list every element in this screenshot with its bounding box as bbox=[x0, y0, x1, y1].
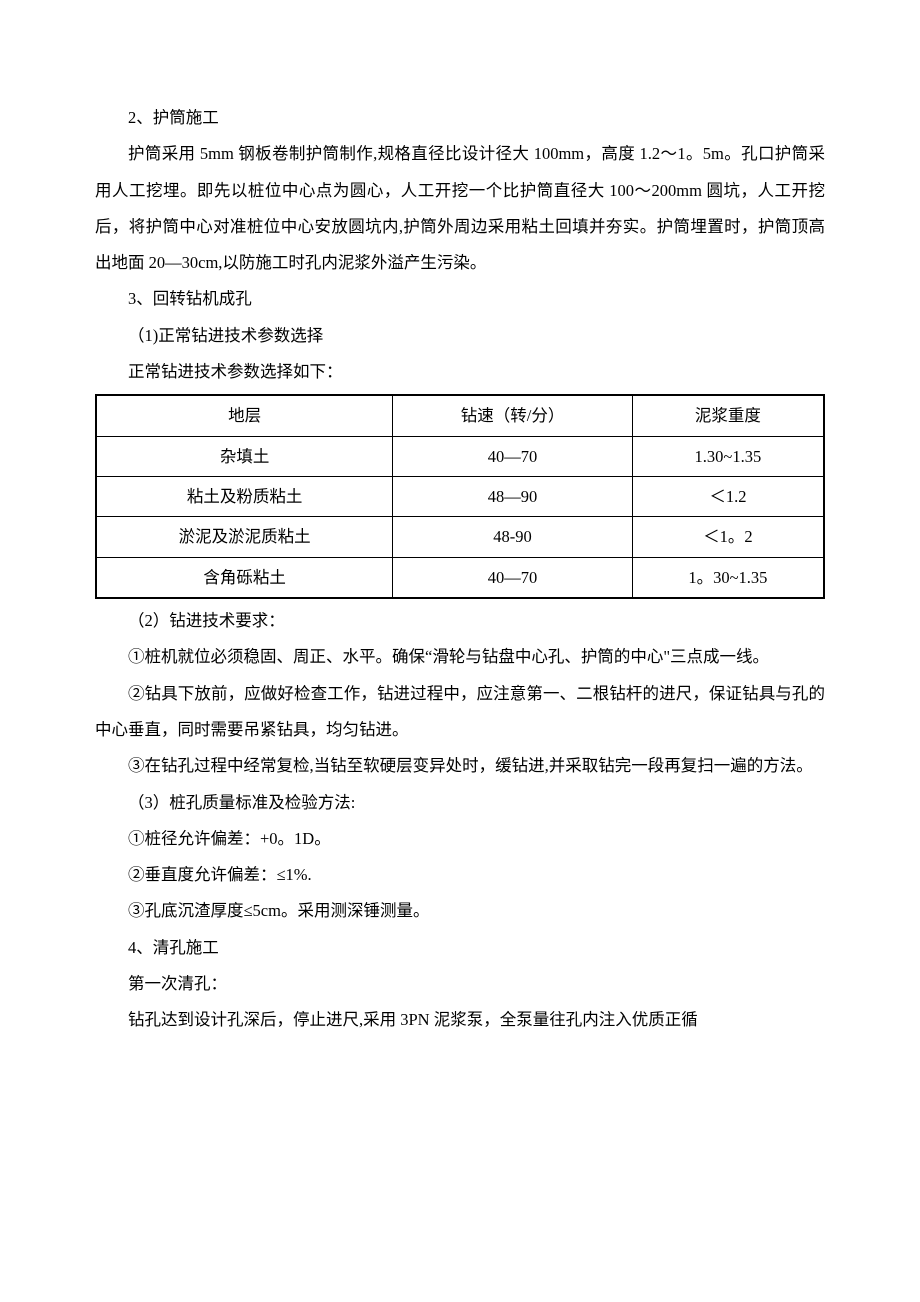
para-body-last: 钻孔达到设计孔深后，停止进尺,采用 3PN 泥浆泵，全泵量往孔内注入优质正循 bbox=[95, 1002, 825, 1038]
para-body: 护筒采用 5mm 钢板卷制护筒制作,规格直径比设计径大 100mm，高度 1.2… bbox=[95, 136, 825, 281]
para-sub-3: （3）桩孔质量标准及检验方法: bbox=[95, 785, 825, 821]
para-item-2b: ②垂直度允许偏差：≤1%. bbox=[95, 857, 825, 893]
drilling-parameters-table: 地层 钻速（转/分） 泥浆重度 杂填土 40—70 1.30~1.35 粘土及粉… bbox=[95, 394, 825, 599]
table-header-row: 地层 钻速（转/分） 泥浆重度 bbox=[96, 395, 824, 436]
table-row: 含角砾粘土 40—70 1。30~1.35 bbox=[96, 557, 824, 598]
para-heading-3: 3、回转钻机成孔 bbox=[95, 281, 825, 317]
cell-speed: 48-90 bbox=[393, 517, 632, 557]
table-row: 淤泥及淤泥质粘土 48-90 ＜1。2 bbox=[96, 517, 824, 557]
cell-speed: 48—90 bbox=[393, 477, 632, 517]
para-item-1: ①桩机就位必须稳固、周正、水平。确保“滑轮与钻盘中心孔、护筒的中心"三点成一线。 bbox=[95, 639, 825, 675]
cell-stratum: 淤泥及淤泥质粘土 bbox=[96, 517, 393, 557]
cell-density: ＜1。2 bbox=[632, 517, 824, 557]
para-subheading: 第一次清孔： bbox=[95, 966, 825, 1002]
para-item-3: ③在钻孔过程中经常复检,当钻至软硬层变异处时，缓钻进,并采取钻完一段再复扫一遍的… bbox=[95, 748, 825, 784]
col-header-density: 泥浆重度 bbox=[632, 395, 824, 436]
para-item-2: ②钻具下放前，应做好检查工作，钻进过程中，应注意第一、二根钻杆的进尺，保证钻具与… bbox=[95, 676, 825, 749]
cell-density: ＜1.2 bbox=[632, 477, 824, 517]
cell-speed: 40—70 bbox=[393, 557, 632, 598]
cell-speed: 40—70 bbox=[393, 436, 632, 476]
cell-stratum: 杂填土 bbox=[96, 436, 393, 476]
para-item-1b: ①桩径允许偏差：+0。1D。 bbox=[95, 821, 825, 857]
col-header-stratum: 地层 bbox=[96, 395, 393, 436]
table-row: 粘土及粉质粘土 48—90 ＜1.2 bbox=[96, 477, 824, 517]
cell-stratum: 粘土及粉质粘土 bbox=[96, 477, 393, 517]
para-heading-4: 4、清孔施工 bbox=[95, 930, 825, 966]
cell-density: 1。30~1.35 bbox=[632, 557, 824, 598]
para-table-intro: 正常钻进技术参数选择如下： bbox=[95, 354, 825, 390]
cell-stratum: 含角砾粘土 bbox=[96, 557, 393, 598]
para-sub-2: （2）钻进技术要求： bbox=[95, 603, 825, 639]
para-heading-2: 2、护筒施工 bbox=[95, 100, 825, 136]
para-item-3b: ③孔底沉渣厚度≤5cm。采用测深锤测量。 bbox=[95, 893, 825, 929]
table-row: 杂填土 40—70 1.30~1.35 bbox=[96, 436, 824, 476]
para-sub-1: （1)正常钻进技术参数选择 bbox=[95, 318, 825, 354]
cell-density: 1.30~1.35 bbox=[632, 436, 824, 476]
col-header-speed: 钻速（转/分） bbox=[393, 395, 632, 436]
